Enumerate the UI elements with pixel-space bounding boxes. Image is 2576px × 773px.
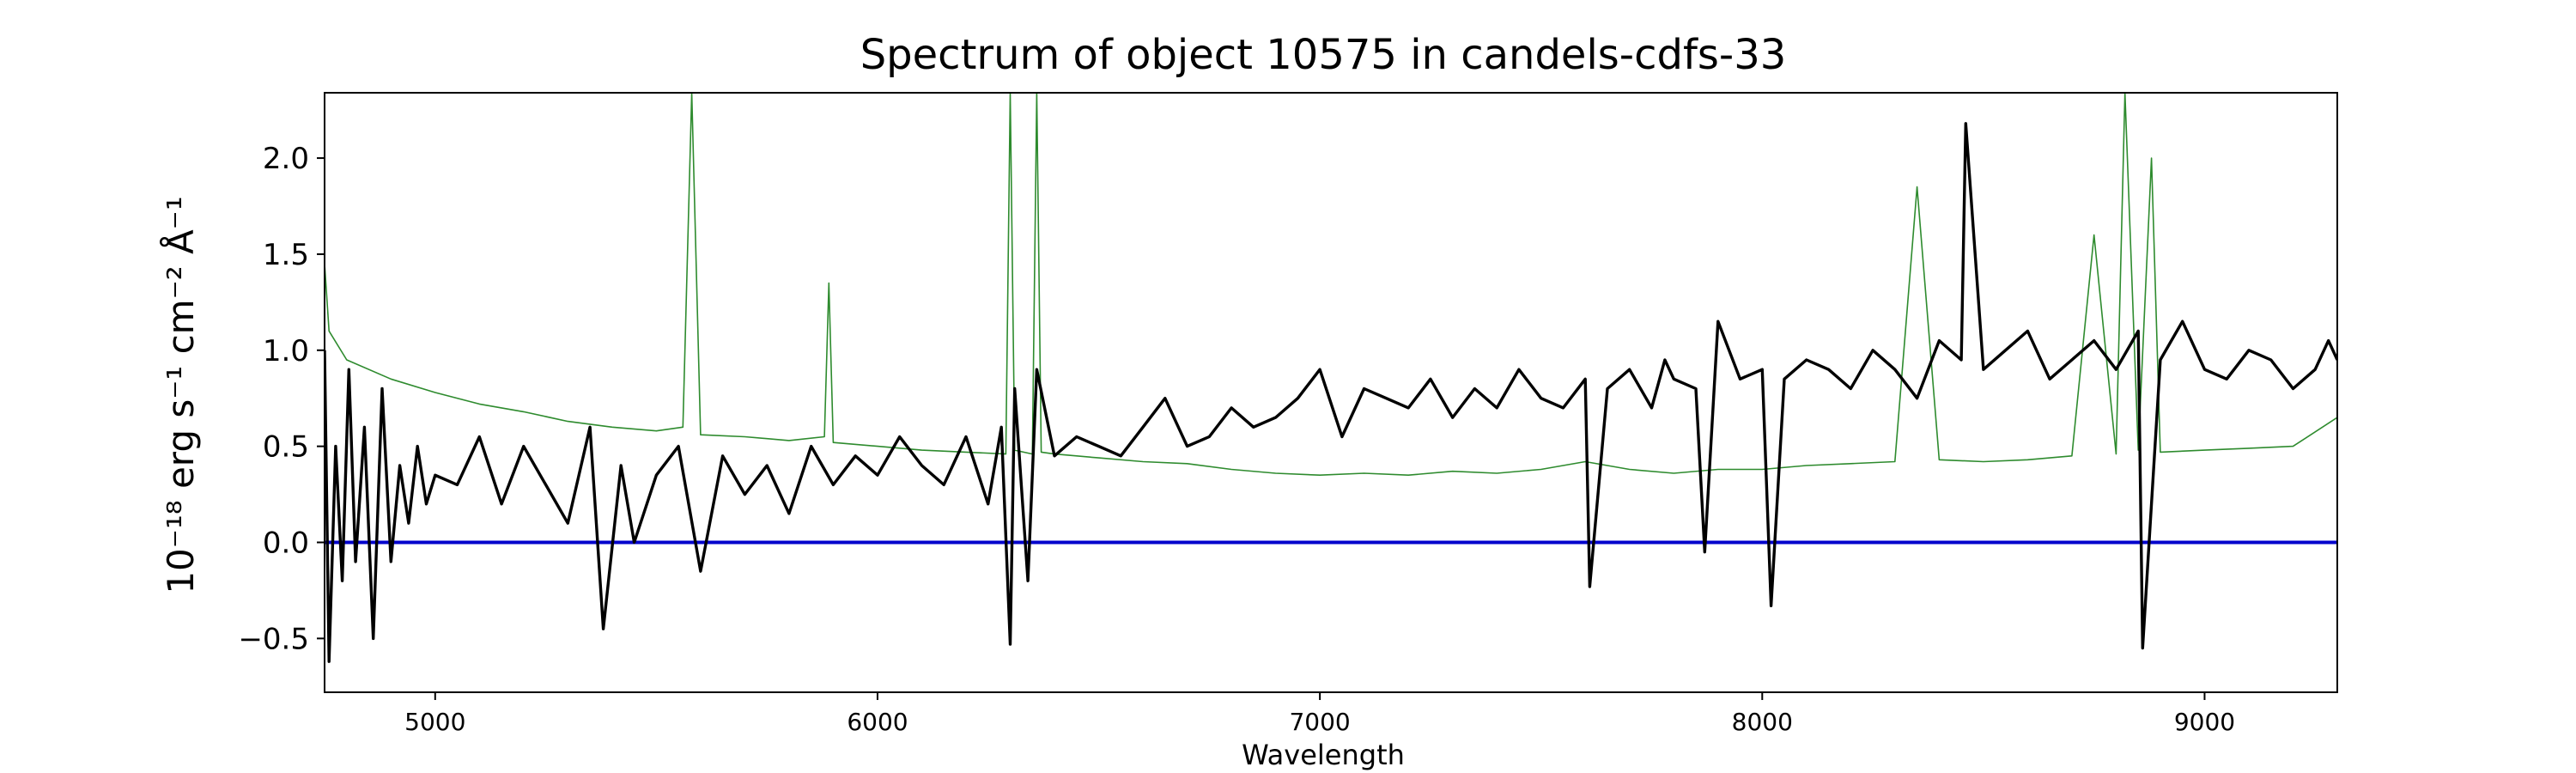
axes-layer: 5000 6000 7000 8000 9000 −0.5 0.0 0.5 1.0 1.5 2.0: [238, 92, 2338, 736]
y-tick-label: 0.5: [263, 430, 309, 465]
x-tick-label: 6000: [847, 708, 908, 736]
y-tick-label: 1.0: [263, 334, 309, 368]
chart-title: Spectrum of object 10575 in candels-cdfs…: [860, 31, 1787, 79]
error-spectrum-line: [325, 93, 2337, 477]
y-tick-label: −0.5: [238, 622, 309, 656]
x-tick-label: 8000: [1732, 708, 1793, 736]
plot-frame: [324, 92, 2338, 693]
x-axis-label: Wavelength: [1242, 739, 1405, 771]
flux-spectrum-line: [325, 122, 2337, 663]
y-tick-label: 0.0: [263, 526, 309, 561]
y-tick-label: 2.0: [263, 142, 309, 176]
x-tick-label: 7000: [1289, 708, 1350, 736]
data-layer: [325, 93, 2337, 663]
x-tick-label: 5000: [404, 708, 465, 736]
y-axis-label: 10⁻¹⁸ erg s⁻¹ cm⁻² Å⁻¹: [159, 196, 202, 593]
x-tick-label: 9000: [2174, 708, 2235, 736]
y-tick-label: 1.5: [263, 238, 309, 272]
